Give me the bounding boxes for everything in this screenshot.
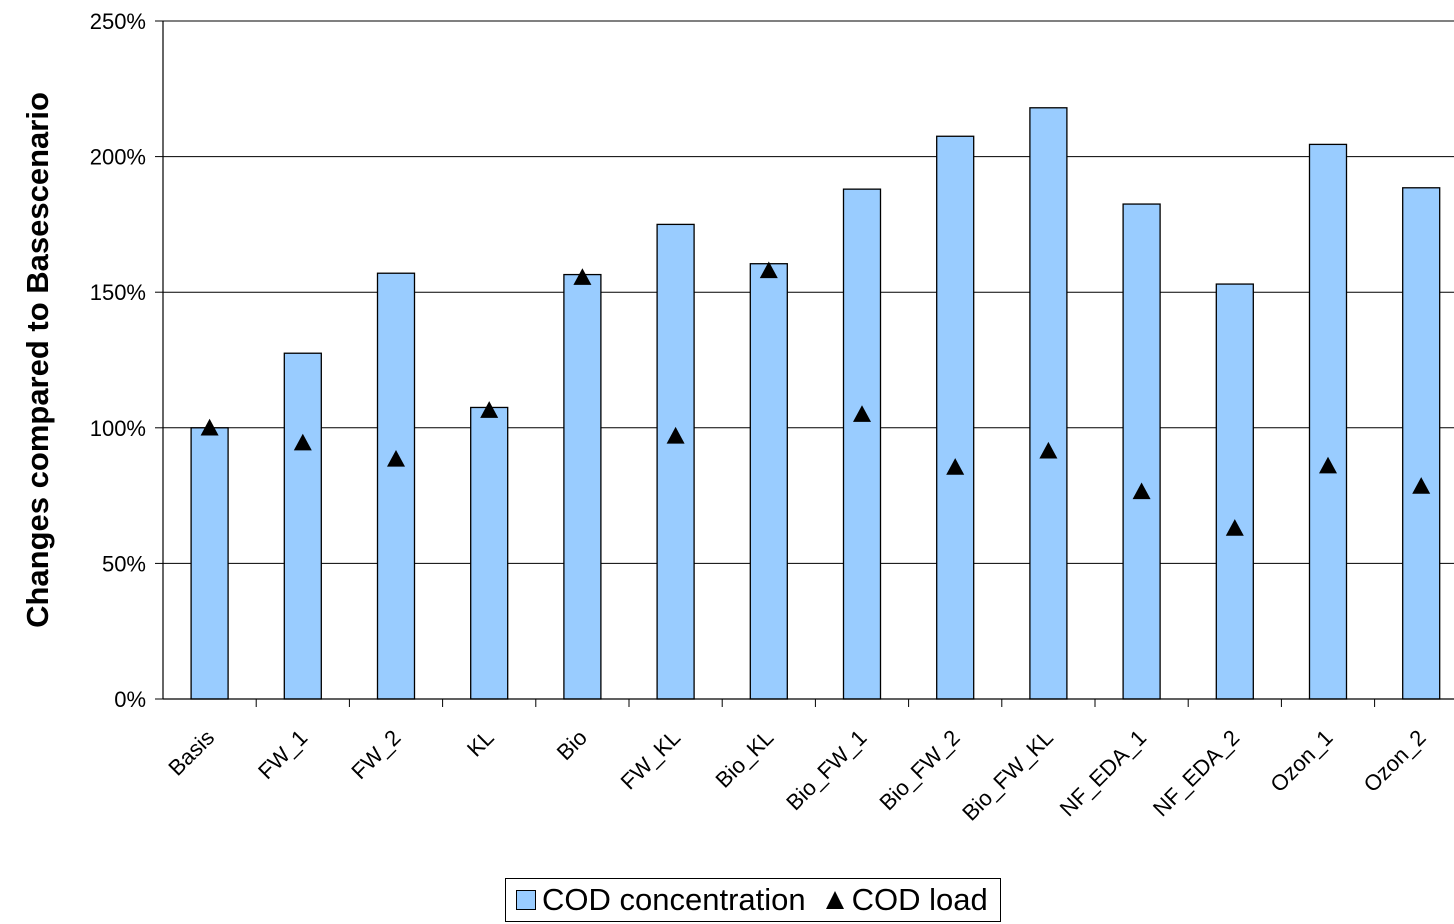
marker-triangle (946, 458, 965, 475)
y-axis-label: Changes compared to Basescenario (20, 92, 55, 628)
marker-series-cod-load (200, 261, 1431, 536)
x-tick-label: FW_KL (616, 725, 686, 795)
bar (470, 406, 509, 700)
y-tick-label: 250% (90, 9, 146, 34)
x-tick-label: Bio (552, 725, 592, 765)
marker-triangle (853, 405, 871, 422)
legend-swatch-bar (516, 890, 536, 910)
bar (190, 427, 229, 700)
x-tick-label: NF_EDA_1 (1055, 725, 1151, 821)
y-tick-label: 0% (114, 687, 146, 712)
bar-series-cod-concentration (190, 107, 1441, 700)
bar (1029, 107, 1068, 700)
axes (155, 20, 1454, 707)
x-tick-label: Ozon_1 (1265, 725, 1337, 797)
y-tick-label: 200% (90, 145, 146, 170)
x-tick-label: Ozon_2 (1359, 725, 1431, 797)
bar (1402, 187, 1441, 700)
bar (936, 135, 975, 700)
bar (283, 352, 322, 700)
x-tick-labels: Basis FW_1 FW_2 KL Bio FW_KL Bio_KL Bio_FW_1 Bio… (163, 725, 1430, 826)
bar (563, 273, 602, 700)
marker-triangle (1412, 477, 1431, 494)
bar (1215, 283, 1254, 700)
x-tick-label: FW_1 (253, 725, 312, 784)
x-tick-label: Bio_FW_2 (874, 725, 964, 815)
marker-triangle (200, 418, 219, 436)
marker-triangle (387, 449, 405, 467)
legend-item-cod-concentration: COD concentration (516, 882, 806, 918)
marker-triangle (573, 268, 592, 285)
marker-triangle (293, 433, 312, 451)
bar (656, 223, 695, 700)
x-tick-label: Basis (163, 725, 219, 781)
gridlines (163, 20, 1454, 564)
x-tick-label: Bio_FW_1 (781, 725, 871, 815)
y-tick-label: 150% (90, 280, 146, 305)
bar (749, 263, 788, 700)
x-tick-label: NF_EDA_2 (1148, 725, 1244, 821)
x-tick-label: Bio_FW_KL (957, 725, 1058, 826)
marker-triangle (759, 261, 778, 279)
marker-triangle (480, 401, 499, 418)
x-tick-label: Bio_KL (710, 725, 778, 793)
y-tick-label: 50% (102, 551, 146, 576)
bar (1308, 143, 1348, 700)
legend: COD concentration COD load (505, 878, 1001, 922)
bar (1122, 203, 1161, 700)
marker-triangle (1039, 441, 1058, 459)
marker-triangle (1132, 482, 1151, 500)
legend-label-cod-load: COD load (851, 882, 988, 917)
y-tick-label: 100% (90, 416, 146, 441)
legend-item-cod-load: COD load (806, 882, 988, 918)
bar (842, 188, 882, 700)
legend-label-cod-concentration: COD concentration (542, 882, 806, 917)
marker-triangle (1319, 456, 1337, 474)
x-tick-label: FW_2 (346, 725, 405, 784)
bar (376, 272, 416, 700)
legend-triangle-marker (825, 891, 844, 909)
x-tick-label: KL (462, 725, 499, 762)
marker-triangle (666, 426, 685, 444)
marker-triangle (1225, 519, 1244, 536)
y-tick-labels: 0% 50% 100% 150% 200% 250% (90, 9, 146, 712)
